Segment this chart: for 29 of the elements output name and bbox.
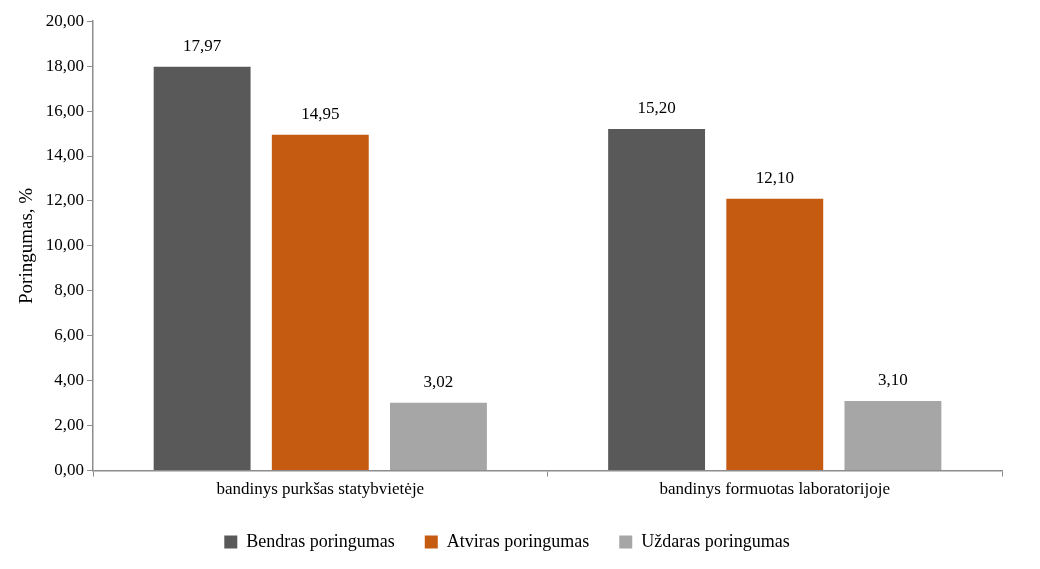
y-tick-label: 14,00	[45, 145, 85, 165]
y-tick-label: 18,00	[45, 55, 85, 75]
data-label: 12,10	[755, 167, 794, 187]
y-tick-label: 8,00	[54, 280, 85, 300]
bar	[271, 134, 369, 471]
legend-label: Uždaras poringumas	[641, 530, 790, 551]
y-tick-label: 0,00	[54, 460, 85, 480]
data-label: 17,97	[183, 35, 222, 55]
bar	[153, 66, 251, 471]
bar	[608, 129, 706, 471]
y-tick-label: 16,00	[45, 100, 85, 120]
y-tick-label: 12,00	[45, 190, 85, 210]
y-axis-title: Poringumas, %	[15, 187, 37, 304]
data-label: 3,10	[878, 369, 908, 389]
bar	[726, 198, 824, 471]
y-tick-label: 2,00	[54, 415, 85, 435]
y-tick-label: 6,00	[54, 325, 85, 345]
x-tick-label: bandinys formuotas laboratorijoje	[659, 479, 890, 499]
legend-label: Bendras poringumas	[246, 530, 395, 551]
data-label: 15,20	[637, 98, 676, 118]
y-tick-label: 20,00	[45, 10, 85, 30]
data-label: 14,95	[301, 103, 340, 123]
bar	[390, 402, 487, 471]
data-label: 3,02	[423, 371, 454, 391]
y-tick-label: 4,00	[54, 370, 85, 390]
x-tick-label: bandinys purkšas statybvietėje	[216, 479, 425, 499]
y-tick-label: 10,00	[45, 235, 85, 255]
legend-label: Atviras poringumas	[446, 530, 590, 551]
bar	[844, 400, 942, 471]
